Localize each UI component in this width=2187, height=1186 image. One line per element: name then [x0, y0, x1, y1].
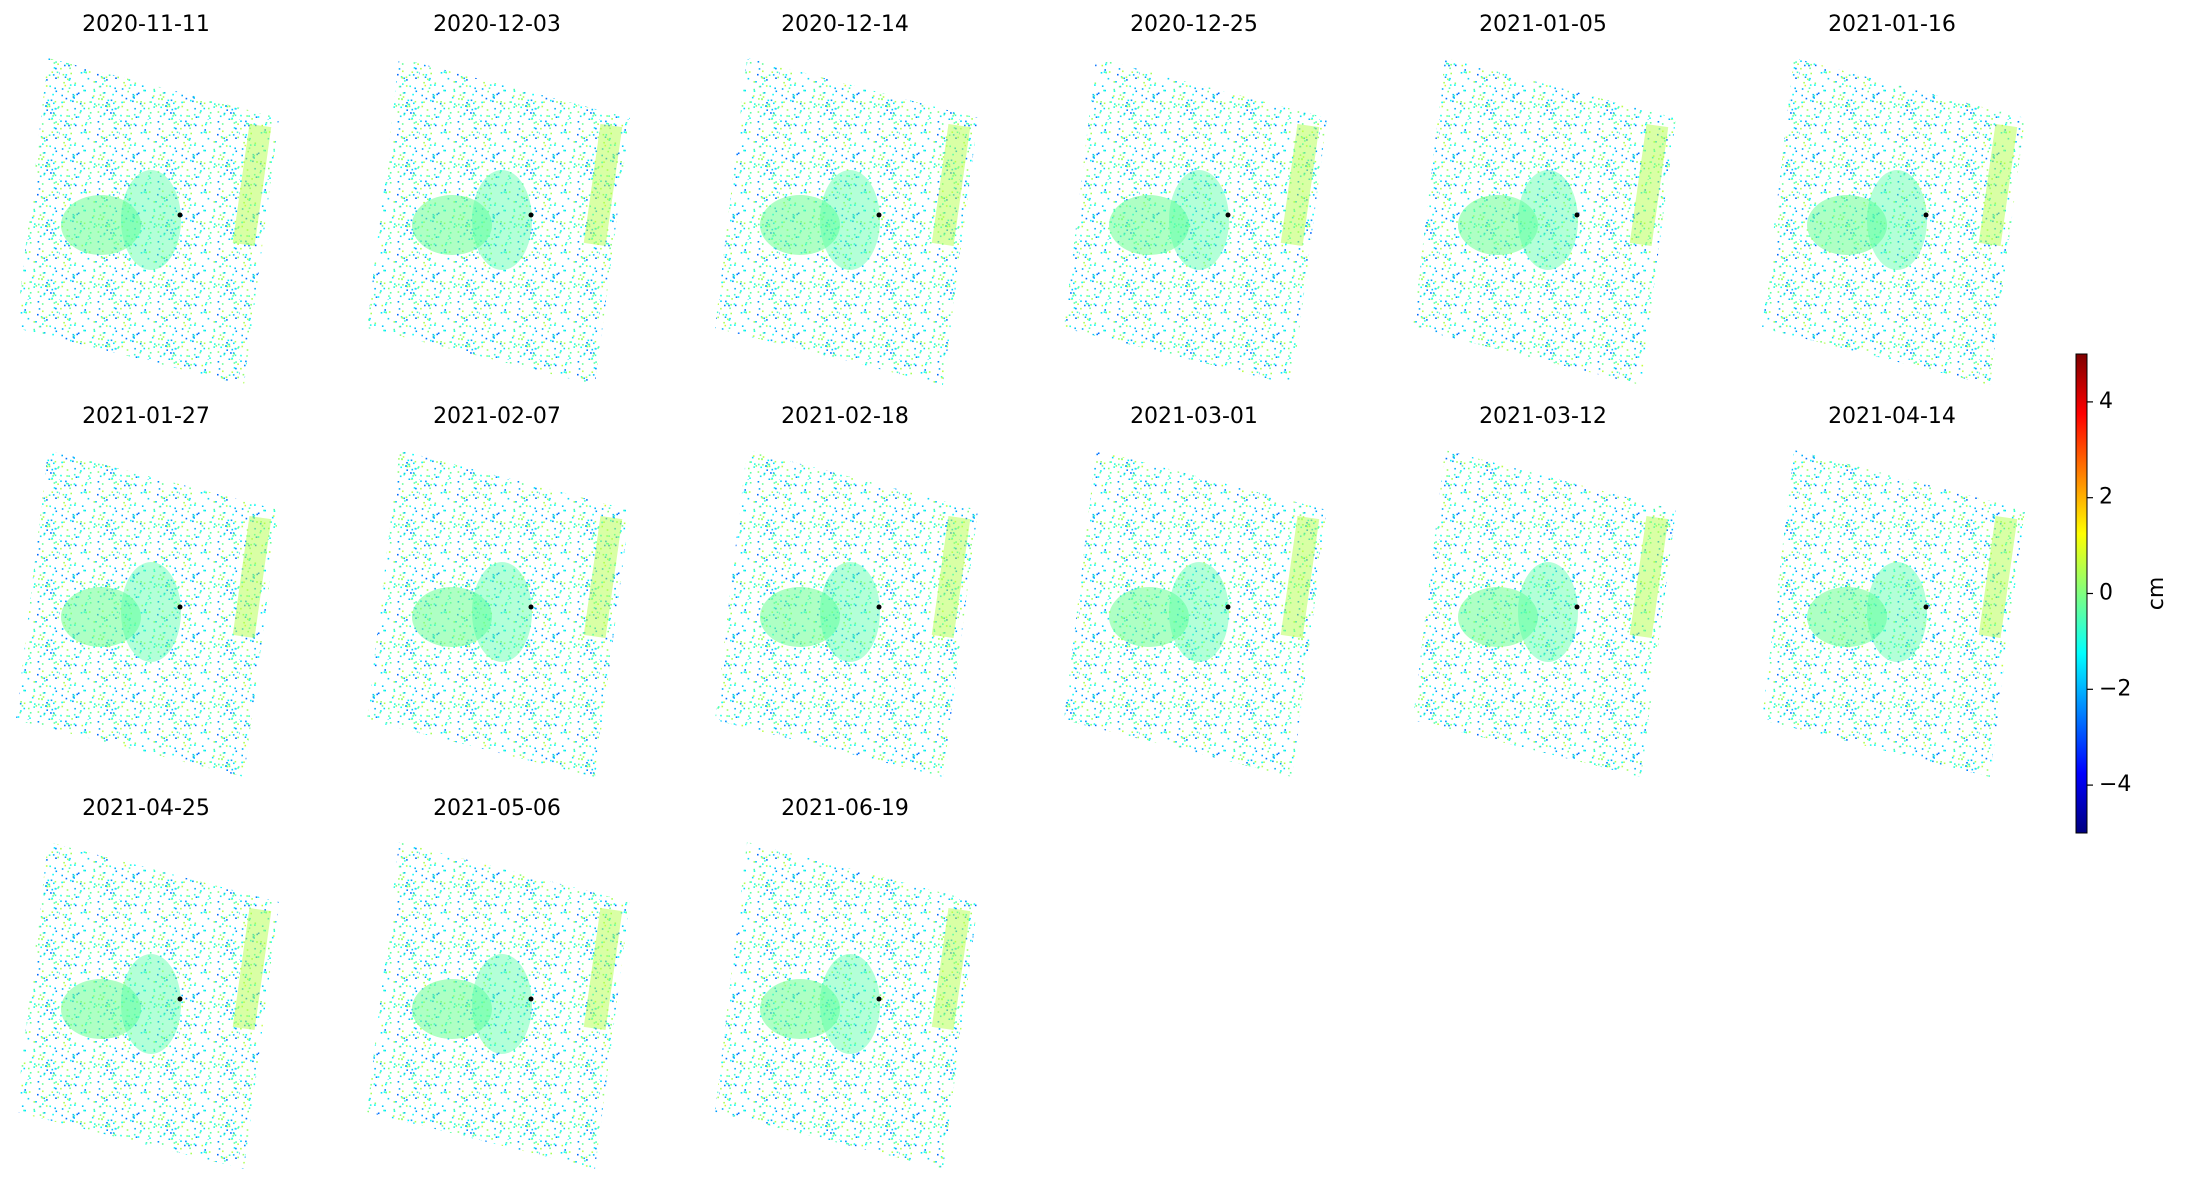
panel-title: 2021-01-16	[1828, 12, 1956, 37]
map-center	[1807, 195, 1887, 255]
map-center	[412, 587, 492, 647]
map-right-strip	[1280, 124, 1320, 246]
reference-point	[528, 996, 534, 1002]
map-footprint	[1413, 450, 1676, 777]
map-center	[1867, 562, 1927, 662]
map-footprint	[16, 450, 279, 777]
map-footprint	[1413, 58, 1676, 385]
reference-point	[1923, 604, 1929, 610]
map-center	[121, 954, 181, 1054]
map-center	[412, 979, 492, 1039]
map-footprint	[367, 842, 630, 1169]
map-right-strip	[931, 516, 971, 638]
map-center	[820, 954, 880, 1054]
map-center	[760, 587, 840, 647]
map-center	[1867, 170, 1927, 270]
colorbar-label: cm	[2144, 577, 2169, 611]
map-footprint	[1762, 450, 2025, 777]
map-center	[1109, 195, 1189, 255]
map-right-strip	[1629, 124, 1669, 246]
panel-title: 2020-12-03	[433, 12, 561, 37]
map-center	[61, 979, 141, 1039]
panel-title: 2021-03-01	[1130, 404, 1258, 429]
panel-title: 2021-01-05	[1479, 12, 1607, 37]
colorbar-tick-label: 2	[2099, 485, 2113, 510]
colorbar-tick-label: 4	[2099, 389, 2113, 414]
map-center	[412, 195, 492, 255]
reference-point	[1225, 604, 1231, 610]
map-center	[1169, 562, 1229, 662]
reference-point	[177, 212, 183, 218]
map-right-strip	[1978, 516, 2018, 638]
map-center	[472, 562, 532, 662]
map-center	[121, 562, 181, 662]
map-footprint	[367, 58, 630, 385]
reference-point	[876, 604, 882, 610]
reference-point	[177, 604, 183, 610]
map-right-strip	[931, 124, 971, 246]
panel-title: 2021-05-06	[433, 796, 561, 821]
panel-title: 2021-02-07	[433, 404, 561, 429]
map-center	[1109, 587, 1189, 647]
map-right-strip	[1978, 124, 2018, 246]
map-footprint	[1064, 58, 1327, 385]
reference-point	[528, 604, 534, 610]
map-center	[1458, 587, 1538, 647]
colorbar-tick-label: −2	[2099, 676, 2131, 701]
colorbar-tick-label: −4	[2099, 772, 2131, 797]
map-footprint	[715, 842, 978, 1169]
map-center	[1518, 562, 1578, 662]
panel-title: 2021-06-19	[781, 796, 909, 821]
panel-title: 2020-11-11	[82, 12, 210, 37]
map-center	[61, 195, 141, 255]
map-right-strip	[232, 516, 272, 638]
map-center	[472, 170, 532, 270]
map-right-strip	[232, 124, 272, 246]
map-footprint	[16, 58, 279, 385]
reference-point	[1225, 212, 1231, 218]
panel-title: 2020-12-25	[1130, 12, 1258, 37]
reference-point	[1574, 212, 1580, 218]
map-center	[61, 587, 141, 647]
colorbar-tick-label: 0	[2099, 581, 2113, 606]
map-center	[472, 954, 532, 1054]
reference-point	[177, 996, 183, 1002]
map-footprint	[1064, 450, 1327, 777]
panel-title: 2021-04-25	[82, 796, 210, 821]
panel-title: 2021-01-27	[82, 404, 210, 429]
map-center	[1169, 170, 1229, 270]
panel-title: 2021-03-12	[1479, 404, 1607, 429]
map-right-strip	[232, 908, 272, 1030]
map-center	[1458, 195, 1538, 255]
panel-title: 2021-04-14	[1828, 404, 1956, 429]
map-center	[820, 170, 880, 270]
map-center	[760, 195, 840, 255]
map-footprint	[1762, 58, 2025, 385]
map-right-strip	[1629, 516, 1669, 638]
map-footprint	[367, 450, 630, 777]
map-right-strip	[583, 124, 623, 246]
panel-title: 2021-02-18	[781, 404, 909, 429]
map-footprint	[16, 842, 279, 1169]
map-center	[820, 562, 880, 662]
map-right-strip	[1280, 516, 1320, 638]
map-center	[1518, 170, 1578, 270]
map-footprint	[715, 58, 978, 385]
map-right-strip	[931, 908, 971, 1030]
map-center	[121, 170, 181, 270]
panel-title: 2020-12-14	[781, 12, 909, 37]
map-right-strip	[583, 516, 623, 638]
colorbar	[2075, 353, 2088, 834]
map-center	[760, 979, 840, 1039]
reference-point	[528, 212, 534, 218]
reference-point	[1574, 604, 1580, 610]
reference-point	[876, 996, 882, 1002]
map-right-strip	[583, 908, 623, 1030]
reference-point	[876, 212, 882, 218]
map-center	[1807, 587, 1887, 647]
map-footprint	[715, 450, 978, 777]
reference-point	[1923, 212, 1929, 218]
